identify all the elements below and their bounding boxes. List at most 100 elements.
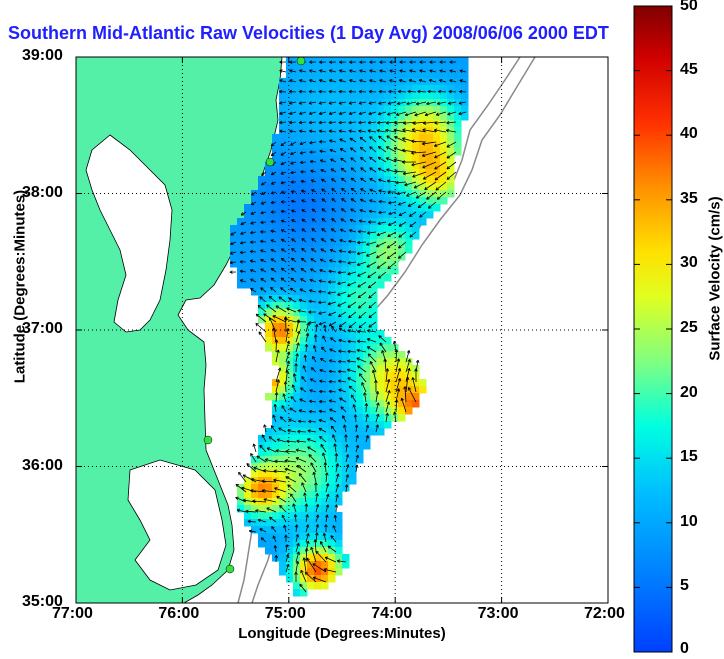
velocity-arrow <box>429 69 437 73</box>
velocity-cell <box>377 204 385 212</box>
velocity-cell <box>328 169 336 177</box>
velocity-arrow <box>329 348 337 353</box>
velocity-cell <box>300 120 308 128</box>
velocity-cell <box>328 302 336 310</box>
velocity-cell <box>335 365 343 373</box>
velocity-arrow <box>302 365 307 373</box>
velocity-cell <box>363 379 371 387</box>
velocity-cell <box>258 505 266 513</box>
velocity-cell <box>321 456 329 464</box>
velocity-cell <box>314 183 322 191</box>
velocity-cell <box>272 309 280 317</box>
velocity-cell <box>405 78 413 86</box>
velocity-cell <box>279 533 287 541</box>
velocity-arrow <box>299 288 307 293</box>
velocity-cell <box>412 176 420 184</box>
velocity-cell <box>356 295 364 303</box>
velocity-arrow <box>429 60 437 64</box>
station-marker <box>265 157 275 167</box>
velocity-arrow <box>278 296 287 303</box>
velocity-arrow <box>305 514 309 523</box>
velocity-arrow <box>261 434 267 443</box>
velocity-cell <box>412 71 420 79</box>
colorbar <box>633 5 673 653</box>
velocity-cell <box>279 190 287 198</box>
velocity-cell <box>356 246 364 254</box>
velocity-cell <box>433 78 441 86</box>
velocity-cell <box>272 239 280 247</box>
velocity-arrow <box>318 279 327 283</box>
velocity-cell <box>251 519 259 527</box>
velocity-arrow <box>280 200 287 204</box>
velocity-cell <box>377 92 385 100</box>
velocity-cell <box>265 519 273 527</box>
velocity-cell <box>419 379 427 387</box>
velocity-cell <box>293 246 301 254</box>
velocity-cell <box>265 512 273 520</box>
velocity-arrow <box>261 488 277 493</box>
velocity-cell <box>293 323 301 331</box>
velocity-cell <box>286 197 294 205</box>
velocity-cell <box>377 218 385 226</box>
velocity-cell <box>356 120 364 128</box>
velocity-cell <box>286 344 294 352</box>
velocity-arrow <box>402 160 417 164</box>
velocity-cell <box>447 190 455 198</box>
velocity-cell <box>335 414 343 422</box>
velocity-arrow <box>377 271 387 279</box>
velocity-arrow <box>299 79 307 83</box>
velocity-cell <box>370 344 378 352</box>
velocity-cell <box>391 344 399 352</box>
velocity-cell <box>405 155 413 163</box>
velocity-cell <box>342 456 350 464</box>
velocity-cell <box>286 190 294 198</box>
velocity-arrow <box>369 60 377 64</box>
velocity-arrow <box>315 532 319 543</box>
velocity-cell <box>293 288 301 296</box>
velocity-cell <box>419 78 427 86</box>
velocity-cell <box>293 141 301 149</box>
velocity-cell <box>258 463 266 471</box>
velocity-cell <box>300 400 308 408</box>
velocity-arrow <box>291 199 297 204</box>
velocity-cell <box>447 71 455 79</box>
velocity-cell <box>237 274 245 282</box>
velocity-cell <box>363 232 371 240</box>
velocity-cell <box>349 435 357 443</box>
velocity-cell <box>363 393 371 401</box>
velocity-arrow <box>295 534 300 543</box>
velocity-cell <box>335 442 343 450</box>
velocity-cell <box>307 211 315 219</box>
velocity-cell <box>454 134 462 142</box>
velocity-arrow <box>458 101 467 105</box>
velocity-cell <box>342 316 350 324</box>
velocity-arrow <box>357 365 367 373</box>
velocity-arrow <box>284 317 297 323</box>
velocity-cell <box>251 512 259 520</box>
velocity-arrow <box>386 135 397 143</box>
velocity-cell <box>342 232 350 240</box>
velocity-arrow <box>387 261 397 270</box>
velocity-arrow <box>309 399 317 404</box>
velocity-arrow <box>327 280 337 284</box>
velocity-cell <box>412 99 420 107</box>
velocity-cell <box>342 449 350 457</box>
velocity-arrow <box>366 261 377 268</box>
velocity-cell <box>265 330 273 338</box>
velocity-cell <box>286 372 294 380</box>
velocity-arrow <box>291 257 297 263</box>
velocity-cell <box>342 386 350 394</box>
velocity-cell <box>335 463 343 471</box>
velocity-arrow <box>260 210 267 215</box>
velocity-cell <box>377 386 385 394</box>
velocity-cell <box>377 148 385 156</box>
velocity-cell <box>342 400 350 408</box>
velocity-arrow <box>295 342 300 353</box>
velocity-arrow <box>279 89 287 94</box>
velocity-arrow <box>300 160 307 165</box>
velocity-cell <box>286 309 294 317</box>
velocity-cell <box>419 85 427 93</box>
velocity-cell <box>454 106 462 114</box>
velocity-arrow <box>358 373 367 383</box>
velocity-arrow <box>331 178 337 183</box>
